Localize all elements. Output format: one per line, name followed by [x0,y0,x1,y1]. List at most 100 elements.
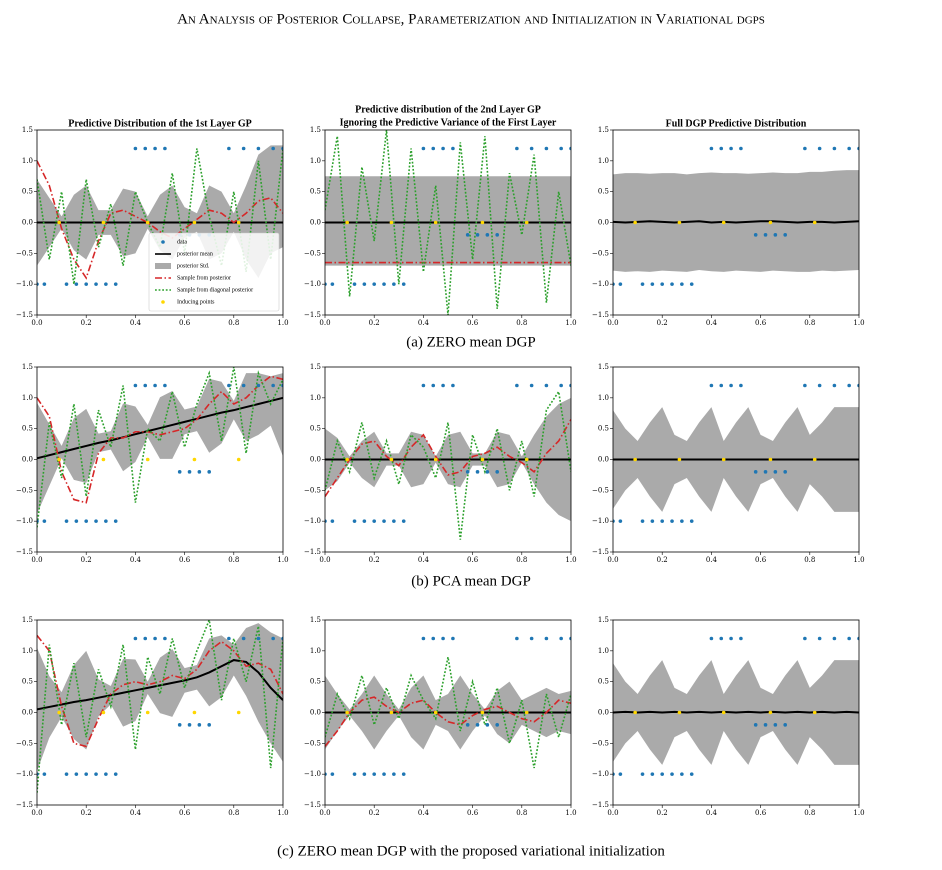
point [768,710,773,715]
point [145,457,150,462]
point [241,383,246,388]
point [832,383,837,388]
x-tick-label: 0.4 [418,556,430,564]
x-tick-label: 0.6 [467,556,479,564]
point [256,383,261,388]
point [382,519,386,523]
x-tick-label: 0.2 [369,809,380,817]
x-tick-label: 1.0 [853,319,864,327]
x-tick-label: 1.0 [277,809,288,817]
subplot-title: Full DGP Predictive Distribution [666,118,807,129]
point [37,772,39,776]
point [389,220,394,225]
point [389,457,394,462]
point [372,282,377,286]
point [670,772,674,776]
point [559,636,563,641]
y-tick-label: 1.0 [310,157,321,165]
y-tick-label: −1.0 [592,280,609,288]
point [74,519,79,523]
point [84,519,88,523]
point [729,146,733,151]
x-tick-label: 0.8 [804,809,815,817]
x-tick-label: 0.2 [369,556,380,564]
plot-area [325,383,571,540]
point [57,220,61,225]
sample-line [37,375,283,504]
legend-swatch [161,300,165,304]
point [812,220,817,225]
point [817,383,822,388]
y-tick-label: 1.0 [598,647,609,655]
point [529,636,534,641]
y-tick-label: 1.5 [310,363,321,371]
point [281,146,283,151]
point [529,383,534,388]
subplot: 0.0 0.2 0.4 0.6 0.8 1.0 −1.5 −1.0 −0.5 0.0 0.5 1.0 1… [304,363,577,564]
point [94,772,98,776]
subplot-title: Predictive Distribution of the 1st Layer… [68,118,252,129]
point [559,383,563,388]
point [832,636,837,641]
plot-area [325,130,571,315]
y-tick-label: 0.5 [598,188,609,196]
point [753,723,758,727]
point [485,470,490,474]
point [207,470,211,474]
y-tick-label: 1.0 [22,157,33,165]
point [729,383,733,388]
point [544,636,549,641]
point [441,146,445,151]
point [803,146,807,151]
point [227,636,231,641]
y-tick-label: −1.0 [592,517,609,525]
y-tick-label: −0.5 [304,486,321,494]
point [421,636,426,641]
point [392,282,396,286]
subplot: 0.0 0.2 0.4 0.6 0.8 1.0 −1.5 −1.0 −0.5 0.0 0.5 1.0 1… [16,363,289,564]
y-tick-label: 1.0 [310,647,321,655]
point [640,282,645,286]
point [739,383,743,388]
point [392,519,396,523]
y-tick-label: −1.0 [592,770,609,778]
x-tick-label: 0.8 [804,556,815,564]
y-tick-label: −1.5 [16,801,33,809]
point [524,457,529,462]
point [74,772,79,776]
point [773,470,778,474]
point [613,519,615,523]
point [433,710,438,715]
x-tick-label: 1.0 [565,809,576,817]
sample-line [37,148,283,285]
mean-line [613,710,859,714]
x-tick-label: 1.0 [277,556,288,564]
point [650,519,655,523]
point [515,383,519,388]
point [660,519,664,523]
std-band [325,176,571,266]
point [803,636,807,641]
y-tick-label: −0.5 [592,486,609,494]
legend-label: posterior Std. [177,263,210,269]
y-tick-label: 0.0 [598,456,609,464]
point [847,383,851,388]
point [618,772,623,776]
point [480,457,485,462]
point [618,519,623,523]
x-tick-label: 0.0 [319,556,330,564]
point [465,723,470,727]
point [37,282,39,286]
point [433,220,438,225]
point [495,233,500,237]
x-tick-label: 0.0 [31,809,42,817]
point [271,383,275,388]
point [352,282,357,286]
mean-line [613,220,859,224]
y-tick-label: −0.5 [304,249,321,257]
point [783,470,787,474]
point [475,723,480,727]
point [330,282,335,286]
y-tick-label: −1.0 [304,280,321,288]
x-tick-label: 0.4 [706,319,718,327]
